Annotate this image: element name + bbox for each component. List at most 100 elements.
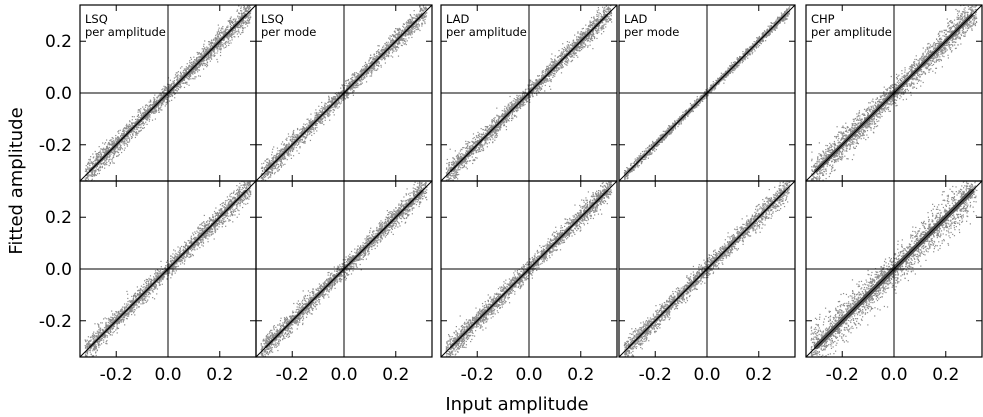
data-point (602, 27, 604, 29)
data-point (98, 169, 100, 171)
data-point (274, 158, 277, 160)
data-point (102, 149, 104, 151)
data-point (121, 148, 124, 150)
data-point (224, 43, 226, 45)
data-point (162, 90, 164, 93)
data-point (165, 89, 167, 91)
data-point (231, 22, 234, 24)
data-point (103, 153, 106, 155)
data-point (270, 167, 272, 169)
data-point (140, 116, 142, 119)
data-point (96, 160, 98, 162)
data-point (146, 123, 148, 126)
data-point (514, 100, 516, 102)
data-point (85, 170, 87, 172)
data-point (386, 45, 389, 47)
data-point (328, 96, 330, 98)
data-point (195, 67, 197, 69)
data-point (261, 183, 262, 184)
data-point (468, 141, 470, 144)
data-point (292, 148, 295, 151)
data-point (328, 98, 330, 100)
data-point (121, 134, 123, 136)
data-point (407, 30, 409, 32)
data-point (287, 145, 290, 147)
data-point (334, 98, 337, 100)
data-point (197, 56, 200, 58)
data-point (244, 20, 246, 22)
data-point (373, 59, 375, 61)
data-point (237, 36, 240, 38)
data-point (222, 25, 224, 28)
data-point (267, 165, 269, 167)
data-point (166, 101, 168, 103)
data-point (418, 14, 420, 17)
data-point (163, 93, 165, 95)
data-point (246, 25, 249, 27)
data-point (544, 84, 546, 87)
data-point (216, 48, 218, 50)
data-point (575, 49, 578, 52)
data-point (352, 86, 354, 88)
data-point (156, 96, 158, 99)
data-point (543, 75, 545, 77)
data-point (301, 130, 304, 132)
data-point (390, 35, 393, 37)
data-point (92, 164, 94, 166)
data-point (273, 154, 275, 157)
data-point (188, 78, 190, 81)
data-point (389, 48, 391, 50)
data-point (456, 178, 459, 180)
data-point (608, 13, 611, 16)
data-point (187, 78, 189, 80)
data-point (282, 150, 285, 153)
data-point (148, 106, 150, 108)
data-point (282, 157, 284, 159)
data-point (117, 147, 119, 149)
data-point (401, 40, 404, 42)
data-point (246, 22, 248, 25)
data-point (208, 58, 210, 60)
data-point (314, 124, 316, 126)
data-point (264, 176, 266, 179)
data-point (140, 108, 142, 110)
data-point (304, 124, 306, 126)
data-point (287, 150, 290, 152)
data-point (208, 43, 210, 45)
data-point (215, 37, 217, 39)
data-point (129, 134, 132, 136)
y-tick-label: 0.0 (45, 84, 72, 104)
data-point (185, 66, 187, 68)
data-point (128, 126, 130, 128)
data-point (358, 84, 360, 86)
data-point (393, 30, 395, 33)
data-point (108, 156, 111, 158)
data-point (96, 152, 98, 155)
data-point (341, 90, 344, 93)
data-point (194, 71, 196, 73)
data-point (161, 109, 163, 111)
data-point (342, 87, 345, 89)
data-point (406, 33, 408, 35)
data-point (124, 128, 126, 130)
data-point (148, 118, 151, 120)
data-point (269, 168, 271, 170)
data-point (385, 43, 387, 45)
data-point (100, 155, 102, 157)
data-point (365, 73, 367, 76)
data-point (397, 34, 400, 36)
data-point (389, 49, 391, 51)
data-point (607, 20, 609, 22)
data-point (144, 106, 147, 108)
data-point (218, 48, 220, 50)
data-point (206, 64, 209, 67)
data-point (247, 14, 249, 16)
data-point (175, 89, 177, 91)
data-point (278, 169, 281, 171)
data-point (198, 56, 200, 58)
data-point (335, 107, 337, 109)
data-point (192, 64, 195, 67)
data-point (247, 17, 249, 19)
data-point (249, 12, 252, 14)
data-point (361, 82, 363, 84)
